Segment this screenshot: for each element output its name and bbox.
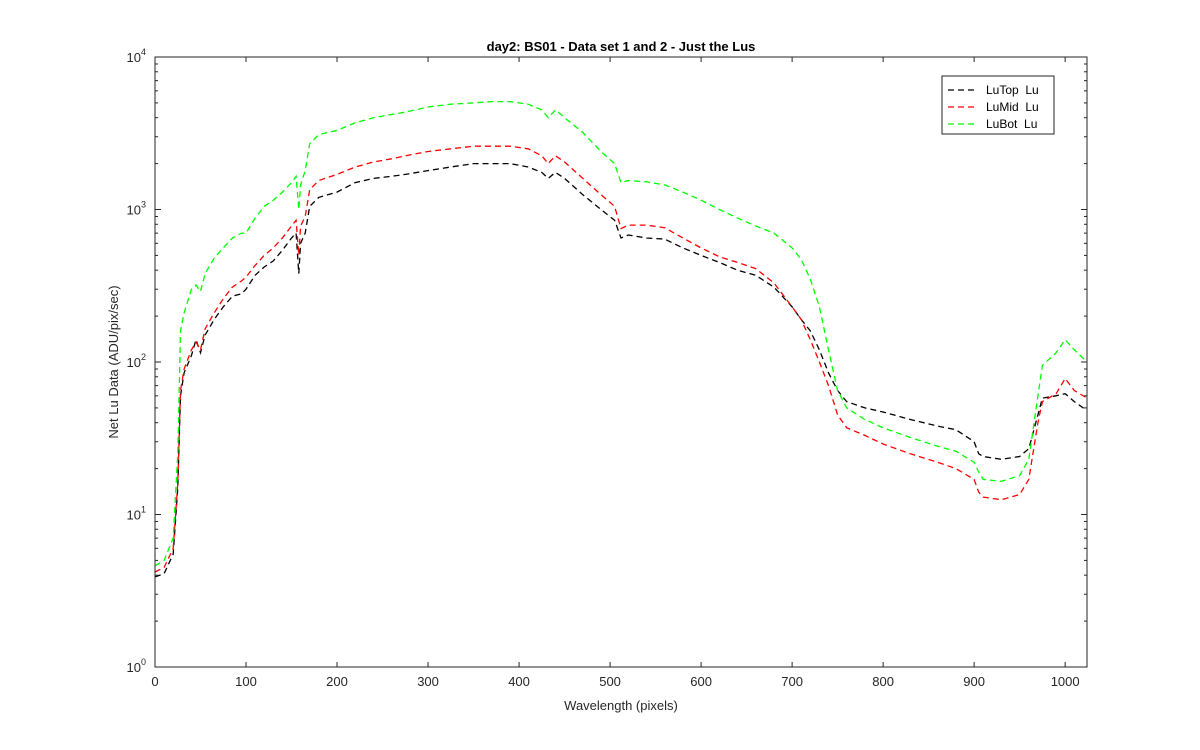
y-tick-label: 104 xyxy=(127,47,146,65)
x-tick-label: 500 xyxy=(599,674,621,689)
series-line-0 xyxy=(154,162,1088,578)
x-tick-label: 1000 xyxy=(1051,674,1080,689)
y-tick-label: 100 xyxy=(127,657,146,675)
y-tick-label: 101 xyxy=(127,505,146,523)
x-axis: 0 100 200 300 400 500 600 700 800 900 1000 xyxy=(151,57,1080,689)
x-tick-label: 400 xyxy=(508,674,530,689)
series-line-1 xyxy=(154,145,1088,573)
y-tick-label: 103 xyxy=(127,200,146,218)
chart-title: day2: BS01 - Data set 1 and 2 - Just the… xyxy=(487,39,756,54)
legend-label: LuMid Lu xyxy=(986,100,1039,114)
plot-area xyxy=(155,57,1087,667)
series-line-2 xyxy=(154,100,1088,567)
x-tick-label: 300 xyxy=(417,674,439,689)
x-tick-label: 0 xyxy=(151,674,158,689)
x-axis-label: Wavelength (pixels) xyxy=(564,698,678,713)
legend-label: LuBot Lu xyxy=(986,117,1037,131)
x-tick-label: 600 xyxy=(690,674,712,689)
x-tick-label: 900 xyxy=(963,674,985,689)
legend-label: LuTop Lu xyxy=(986,83,1039,97)
legend: LuTop Lu LuMid Lu LuBot Lu xyxy=(941,75,1055,135)
y-tick-label: 102 xyxy=(127,352,146,370)
series-layer xyxy=(154,100,1088,578)
x-tick-label: 700 xyxy=(781,674,803,689)
x-tick-label: 100 xyxy=(235,674,257,689)
y-axis: 100 101 102 103 104 xyxy=(127,47,1087,675)
y-axis-label: Net Lu Data (ADU/pix/sec) xyxy=(106,285,121,438)
x-tick-label: 200 xyxy=(326,674,348,689)
x-tick-label: 800 xyxy=(872,674,894,689)
